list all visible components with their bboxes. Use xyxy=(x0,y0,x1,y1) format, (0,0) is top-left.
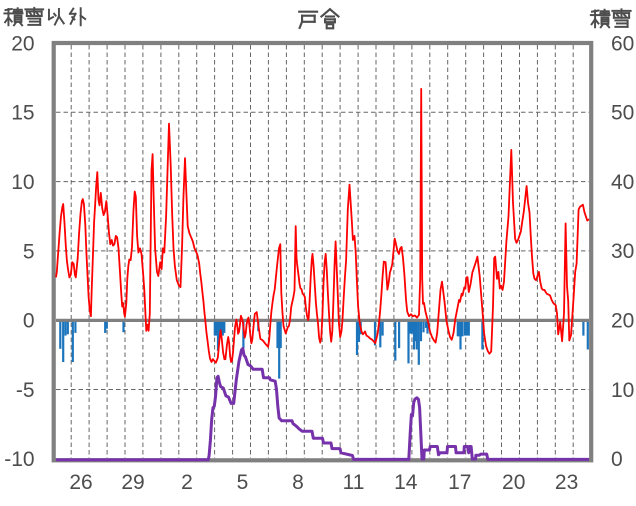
svg-text:-10: -10 xyxy=(4,448,34,471)
svg-text:10: 10 xyxy=(611,379,634,402)
svg-text:20: 20 xyxy=(502,471,525,494)
svg-text:5: 5 xyxy=(23,240,35,263)
svg-text:0: 0 xyxy=(23,310,35,333)
svg-text:15: 15 xyxy=(11,102,34,125)
svg-text:17: 17 xyxy=(448,471,471,494)
svg-text:11: 11 xyxy=(343,471,365,494)
svg-text:8: 8 xyxy=(292,471,304,494)
svg-text:10: 10 xyxy=(11,171,34,194)
svg-text:29: 29 xyxy=(121,471,144,494)
svg-text:0: 0 xyxy=(611,448,623,471)
svg-text:40: 40 xyxy=(611,171,634,194)
svg-text:20: 20 xyxy=(11,32,34,55)
svg-text:30: 30 xyxy=(611,240,634,263)
svg-text:14: 14 xyxy=(394,471,418,494)
svg-text:60: 60 xyxy=(611,32,634,55)
svg-text:5: 5 xyxy=(237,471,249,494)
svg-text:-5: -5 xyxy=(16,379,35,402)
svg-text:26: 26 xyxy=(69,471,92,494)
svg-text:23: 23 xyxy=(555,471,578,494)
svg-text:50: 50 xyxy=(611,102,634,125)
svg-text:20: 20 xyxy=(611,310,634,333)
svg-text:2: 2 xyxy=(181,471,193,494)
